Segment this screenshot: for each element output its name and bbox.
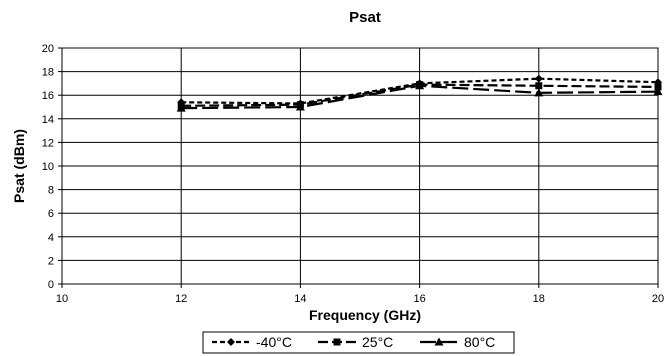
legend-label: 80°C [464,334,495,350]
y-tick-label: 20 [42,43,54,55]
y-tick-label: 4 [48,232,54,244]
legend-marker [227,338,235,346]
data-point [654,83,662,91]
chart-title: Psat [349,9,381,26]
x-tick-label: 16 [413,293,425,305]
data-point [534,88,544,97]
y-tick-label: 10 [42,161,54,173]
grid-lines [58,47,659,288]
x-tick-label: 14 [294,293,306,305]
legend-marker [333,338,341,346]
chart-legend: -40°C 25°C 80°C [202,331,515,354]
x-tick-label: 10 [56,293,68,305]
y-tick-label: 6 [48,208,54,220]
series-3 [176,81,663,112]
x-tick-label: 18 [533,293,545,305]
legend-box [202,331,515,354]
data-point [415,81,425,90]
x-tick-label: 20 [652,293,664,305]
data-point [653,87,663,96]
y-tick-label: 8 [48,185,54,197]
legend-item: 25°C [318,334,393,350]
y-tick-label: 2 [48,255,54,267]
y-tick-label: 14 [42,114,54,126]
y-tick-labels: 0 2 4 6 8 10 12 14 16 18 20 [42,43,54,291]
legend-marker [434,337,444,346]
data-point [534,74,543,83]
plot-area: 0 2 4 6 8 10 12 14 16 18 20 10 12 14 16 18 20 [42,43,664,305]
data-point [176,103,186,112]
y-tick-label: 12 [42,137,54,149]
y-tick-label: 16 [42,90,54,102]
x-tick-label: 12 [175,293,187,305]
data-point [535,82,543,90]
y-tick-label: 0 [48,279,54,291]
x-tick-labels: 10 12 14 16 18 20 [56,293,664,305]
x-axis-title: Frequency (GHz) [309,307,421,323]
data-series [176,74,663,112]
y-tick-label: 18 [42,67,54,79]
y-axis-title: Psat (dBm) [11,129,27,203]
legend-label: 25°C [362,334,393,350]
legend-item: 80°C [420,334,495,350]
legend-label: -40°C [256,334,292,350]
data-point [295,102,305,111]
legend-item: -40°C [212,334,292,350]
